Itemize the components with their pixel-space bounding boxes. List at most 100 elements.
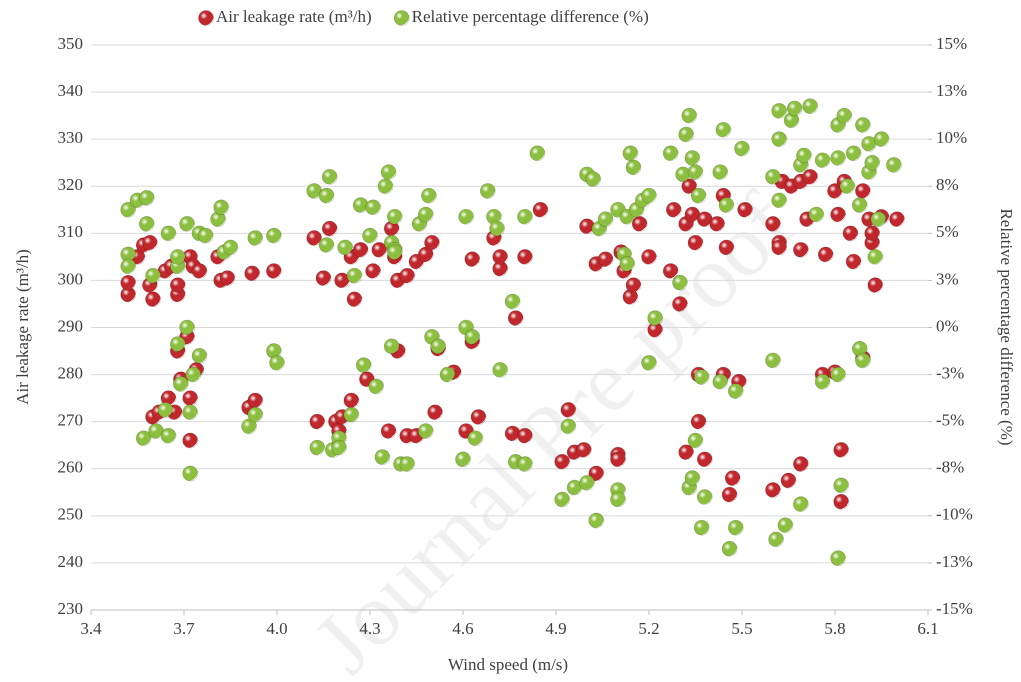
data-point bbox=[331, 439, 347, 456]
data-point bbox=[712, 164, 729, 180]
data-point bbox=[771, 103, 788, 119]
data-point bbox=[269, 355, 285, 371]
data-point bbox=[786, 100, 803, 117]
data-point bbox=[690, 413, 707, 430]
data-point bbox=[727, 519, 744, 536]
data-point bbox=[796, 147, 812, 164]
data-point bbox=[145, 267, 161, 284]
data-point bbox=[873, 131, 890, 147]
data-point bbox=[576, 442, 592, 458]
data-point bbox=[417, 206, 434, 223]
data-point bbox=[179, 216, 195, 232]
y2-tick-label: -3% bbox=[936, 363, 964, 382]
y2-tick-label: 8% bbox=[936, 175, 959, 194]
data-point bbox=[464, 251, 481, 268]
y-tick-label: 250 bbox=[58, 505, 84, 524]
data-point bbox=[386, 208, 403, 225]
data-point bbox=[560, 402, 577, 418]
y2-tick-label: 10% bbox=[936, 128, 967, 147]
data-point bbox=[120, 258, 136, 275]
y-tick-label: 240 bbox=[58, 552, 84, 571]
data-point bbox=[687, 432, 704, 449]
data-point bbox=[771, 131, 788, 147]
data-point bbox=[365, 263, 381, 279]
data-point bbox=[817, 246, 834, 263]
data-point bbox=[374, 449, 391, 465]
data-point bbox=[517, 427, 533, 444]
data-point bbox=[793, 496, 809, 512]
data-point bbox=[833, 493, 850, 510]
data-point bbox=[833, 442, 850, 458]
data-point bbox=[504, 293, 521, 310]
data-point bbox=[718, 197, 735, 213]
data-point bbox=[721, 486, 738, 503]
legend-label: Air leakage rate (m³/h) bbox=[216, 7, 372, 26]
data-point bbox=[337, 239, 354, 256]
data-point bbox=[681, 178, 698, 195]
data-point bbox=[352, 242, 369, 258]
data-point bbox=[768, 531, 784, 548]
data-point bbox=[619, 256, 636, 272]
data-point bbox=[625, 277, 642, 293]
data-point bbox=[139, 216, 155, 232]
data-point bbox=[318, 237, 335, 253]
y2-axis-title: Relative percentage difference (%) bbox=[997, 208, 1016, 445]
data-point bbox=[427, 404, 443, 421]
y-tick-label: 260 bbox=[58, 458, 84, 477]
data-point bbox=[765, 169, 781, 185]
data-point bbox=[309, 439, 326, 456]
data-point bbox=[554, 491, 571, 508]
data-point bbox=[793, 456, 809, 472]
data-point bbox=[641, 187, 657, 204]
y-tick-label: 290 bbox=[58, 316, 84, 335]
data-point bbox=[734, 140, 750, 157]
data-point bbox=[191, 263, 208, 279]
data-point bbox=[346, 291, 363, 308]
data-point bbox=[610, 491, 626, 508]
data-point bbox=[693, 369, 710, 385]
y2-tick-label: 3% bbox=[936, 269, 959, 288]
data-point bbox=[213, 199, 229, 216]
data-point bbox=[386, 244, 403, 260]
data-point bbox=[179, 319, 195, 336]
data-point bbox=[718, 239, 735, 256]
data-point bbox=[864, 225, 881, 242]
data-point bbox=[765, 216, 781, 232]
data-point bbox=[430, 338, 447, 355]
data-point bbox=[309, 413, 326, 430]
x-tick-label: 4.3 bbox=[359, 619, 380, 638]
data-point bbox=[507, 310, 524, 326]
data-point bbox=[672, 274, 688, 291]
x-tick-label: 6.1 bbox=[917, 619, 938, 638]
data-point bbox=[489, 220, 505, 237]
x-tick-label: 5.8 bbox=[824, 619, 845, 638]
data-point bbox=[170, 336, 186, 352]
data-point bbox=[836, 107, 853, 124]
y2-tick-label: 15% bbox=[936, 34, 967, 53]
y-tick-label: 280 bbox=[58, 363, 84, 382]
data-point bbox=[830, 366, 846, 383]
data-point bbox=[777, 517, 794, 534]
data-point bbox=[662, 263, 679, 279]
data-point bbox=[142, 234, 158, 251]
data-point bbox=[343, 406, 360, 423]
data-point bbox=[641, 355, 657, 371]
data-point bbox=[737, 201, 753, 218]
data-point bbox=[139, 190, 155, 206]
data-point bbox=[266, 227, 282, 244]
data-point bbox=[684, 470, 701, 486]
y-tick-label: 270 bbox=[58, 411, 84, 430]
data-point bbox=[517, 249, 533, 265]
y2-tick-label: -5% bbox=[936, 411, 964, 430]
data-point bbox=[625, 159, 642, 176]
data-point bbox=[439, 366, 456, 383]
data-point bbox=[173, 376, 189, 392]
data-point bbox=[678, 444, 695, 461]
data-point bbox=[855, 117, 871, 133]
data-point bbox=[771, 192, 788, 209]
data-point bbox=[712, 373, 729, 390]
data-point bbox=[517, 456, 533, 472]
x-tick-label: 3.7 bbox=[173, 619, 195, 638]
y2-tick-label: -13% bbox=[936, 552, 973, 571]
x-tick-label: 5.5 bbox=[731, 619, 752, 638]
